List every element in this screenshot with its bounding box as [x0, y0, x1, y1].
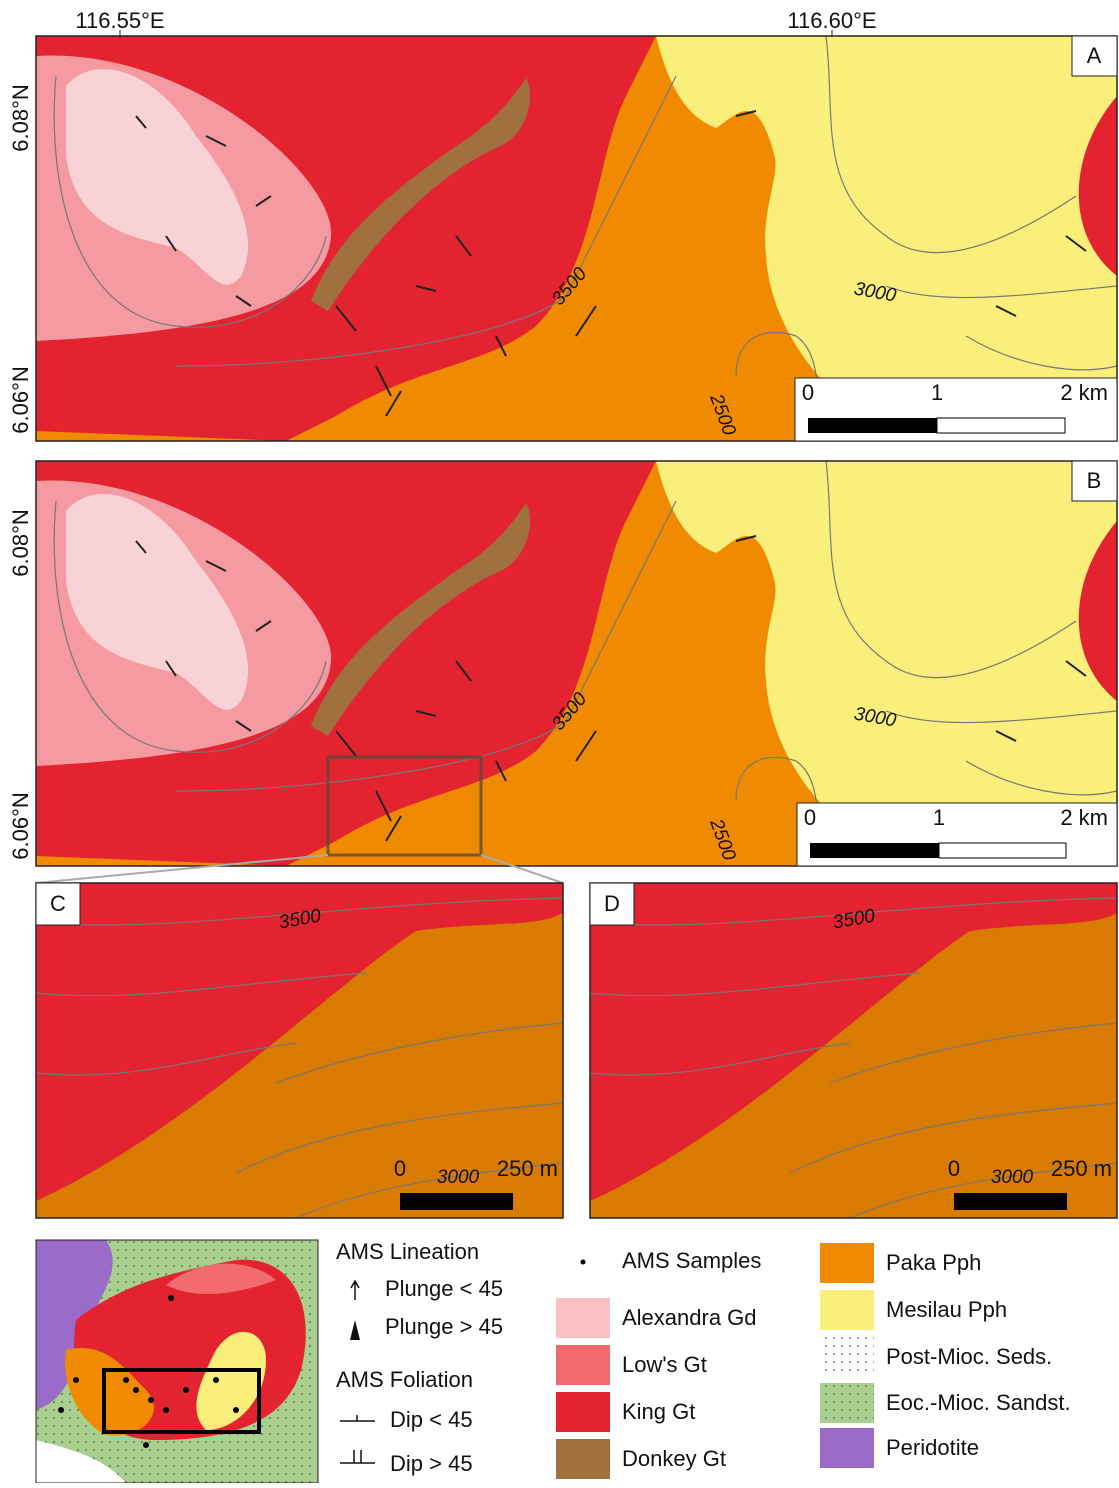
panel-a: 3500 3000 2500 A 0 1 2 km — [36, 30, 1117, 441]
scale-label: 0 — [394, 1156, 406, 1181]
legend-swatch — [556, 1439, 610, 1479]
scale-label: 0 — [802, 380, 814, 405]
lat-label: 6.06°N — [8, 792, 33, 860]
scale-label: 1 — [931, 380, 943, 405]
legend-swatch — [556, 1345, 610, 1385]
inset-map — [36, 1240, 318, 1483]
scale-label: 2 km — [1060, 380, 1108, 405]
scale-label: 0 — [804, 805, 816, 830]
legend-swatch — [556, 1392, 610, 1432]
lat-label: 6.08°N — [8, 84, 33, 152]
panel-label: C — [50, 891, 66, 916]
legend-swatch — [820, 1243, 874, 1283]
legend-swatch — [556, 1298, 610, 1338]
panel-label: B — [1087, 468, 1102, 493]
legend-item: Dip < 45 — [390, 1407, 473, 1432]
legend-item: Post-Mioc. Seds. — [886, 1344, 1052, 1369]
scale-label: 250 m — [1051, 1156, 1112, 1181]
legend-item: Donkey Gt — [622, 1446, 726, 1471]
legend-item: King Gt — [622, 1399, 695, 1424]
legend-swatch-pattern — [820, 1383, 874, 1423]
legend-item: Low's Gt — [622, 1352, 707, 1377]
legend-title: AMS Lineation — [336, 1239, 479, 1264]
legend-swatch — [820, 1428, 874, 1468]
panel-b: 3500 3000 2500 B 0 1 2 km — [36, 461, 1117, 866]
contour-label: 3000 — [991, 1167, 1034, 1188]
legend-item: Paka Pph — [886, 1250, 981, 1275]
legend-item: Plunge > 45 — [385, 1314, 503, 1339]
legend-item: Peridotite — [886, 1435, 979, 1460]
legend-item: Dip > 45 — [390, 1451, 473, 1476]
scale-label: 0 — [948, 1156, 960, 1181]
contour-label: 3000 — [437, 1167, 480, 1188]
lat-label: 6.08°N — [8, 509, 33, 577]
legend-item: Plunge < 45 — [385, 1276, 503, 1301]
legend-swatch-pattern — [820, 1337, 874, 1377]
scale-label: 2 km — [1060, 805, 1108, 830]
legend: AMS Lineation Plunge < 45 Plunge > 45 AM… — [336, 1239, 1071, 1479]
legend-item: Mesilau Pph — [886, 1297, 1007, 1322]
scale-label: 250 m — [497, 1156, 558, 1181]
panel-label: D — [604, 891, 620, 916]
figure: 116.55°E 116.60°E 6.08°N 6.06°N 6.08°N 6… — [0, 0, 1119, 1483]
scale-label: 1 — [933, 805, 945, 830]
legend-item: AMS Samples — [622, 1248, 761, 1273]
panel-label: A — [1087, 43, 1102, 68]
lon-label: 116.60°E — [787, 8, 876, 33]
legend-item: Alexandra Gd — [622, 1305, 757, 1330]
lat-label: 6.06°N — [8, 366, 33, 434]
legend-title: AMS Foliation — [336, 1367, 473, 1392]
lon-label: 116.55°E — [75, 8, 164, 33]
panel-d: 3500 3000 D 0 250 m — [590, 883, 1117, 1218]
legend-swatch — [820, 1290, 874, 1330]
panel-c: 3500 3000 C 0 250 m — [36, 883, 563, 1218]
legend-item: Eoc.-Mioc. Sandst. — [886, 1390, 1071, 1415]
